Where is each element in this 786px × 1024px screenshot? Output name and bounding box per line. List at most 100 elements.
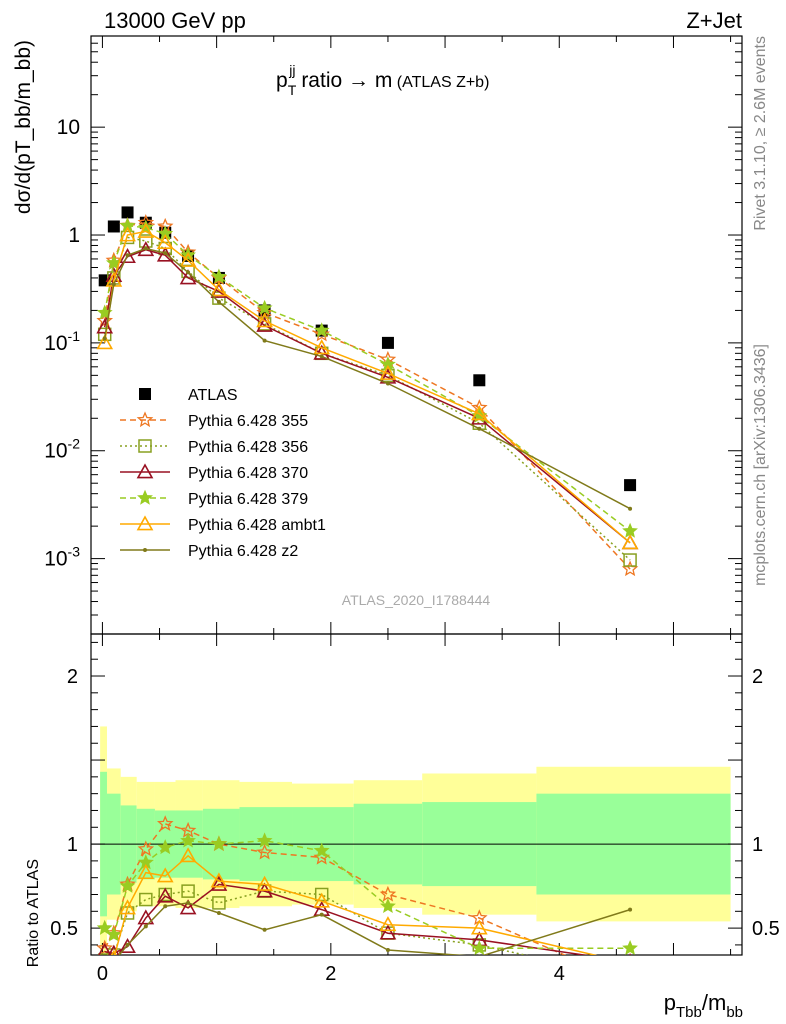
data-point — [216, 910, 221, 915]
data-point — [186, 900, 191, 905]
data-point — [478, 954, 481, 955]
data-point — [313, 322, 330, 338]
series-pythia-6-428-z2 — [102, 246, 633, 511]
data-point — [256, 316, 273, 332]
series-pythia-6-428-356 — [97, 230, 637, 567]
ratio-pythia-6-428-ambt1 — [110, 847, 631, 955]
legend-label: Pythia 6.428 379 — [188, 491, 308, 508]
series-pythia-6-428-ambt1 — [96, 222, 639, 550]
data-point — [628, 506, 633, 511]
data-point — [119, 877, 136, 893]
data-point — [138, 439, 152, 453]
data-point — [181, 884, 195, 898]
data-point — [179, 847, 197, 863]
data-point — [256, 299, 273, 315]
data-point — [125, 253, 130, 258]
data-point — [143, 924, 148, 929]
y-tick-label-right: 2 — [752, 666, 763, 688]
data-point — [108, 944, 120, 955]
data-point — [212, 896, 226, 910]
data-point — [262, 927, 267, 932]
ratio-line — [104, 839, 631, 950]
y-tick-label: 10-3 — [44, 544, 80, 571]
data-point — [380, 898, 396, 913]
data-point — [385, 381, 390, 386]
x-tick-label: 2 — [325, 963, 336, 985]
legend-label: Pythia 6.428 356 — [188, 439, 308, 456]
ratio-y-axis-label: Ratio to ATLAS — [25, 859, 42, 967]
data-point — [379, 364, 397, 380]
rivet-version-label: Rivet 3.1.10, ≥ 2.6M events — [752, 36, 769, 231]
source-label: mcplots.cern.ch [arXiv:1306.3436] — [752, 344, 769, 586]
data-point — [179, 899, 197, 915]
series-line — [103, 221, 631, 570]
legend-label: Pythia 6.428 z2 — [188, 543, 298, 560]
data-point — [137, 840, 155, 857]
data-point — [156, 246, 174, 262]
data-point — [96, 919, 113, 935]
data-point — [210, 872, 228, 888]
data-point — [211, 835, 227, 851]
data-point — [379, 916, 397, 932]
data-point — [97, 953, 112, 955]
data-point — [121, 206, 134, 219]
data-point — [256, 832, 273, 848]
data-point — [105, 926, 122, 942]
ratio-line — [104, 823, 567, 955]
legend-item: Pythia 6.428 356 — [120, 439, 308, 456]
data-point — [137, 864, 155, 880]
data-point — [107, 220, 120, 233]
y-tick-label: 2 — [67, 666, 78, 688]
data-point — [624, 973, 636, 985]
data-point — [139, 892, 153, 907]
data-point — [385, 947, 390, 952]
main-series-layer — [96, 206, 639, 577]
data-point — [136, 515, 154, 531]
series-line — [103, 247, 631, 510]
data-point — [98, 942, 112, 955]
data-point — [156, 867, 174, 883]
legend-item: Pythia 6.428 370 — [120, 463, 308, 482]
data-point — [623, 553, 637, 567]
data-point — [622, 522, 638, 538]
data-point — [163, 904, 168, 909]
data-point — [136, 411, 154, 428]
y-tick-label: 10 — [57, 116, 80, 139]
x-axis-label: pTbb/mbb — [664, 990, 743, 1021]
ratio-pythia-6-428-379 — [96, 832, 638, 955]
data-point — [137, 909, 155, 925]
data-point — [105, 254, 122, 270]
ratio-pythia-6-428-z2 — [112, 900, 633, 964]
series-pythia-6-428-370 — [96, 241, 639, 550]
x-tick-label: 0 — [97, 963, 108, 985]
data-point — [210, 281, 228, 297]
data-point — [157, 839, 174, 855]
y-tick-label: 10-2 — [44, 436, 80, 463]
data-point — [319, 354, 324, 359]
data-point — [96, 318, 114, 334]
y-tick-label: 1 — [67, 834, 78, 856]
data-point — [624, 479, 637, 492]
data-point — [262, 338, 267, 343]
data-point — [629, 953, 632, 955]
ratio-frame — [90, 633, 743, 956]
data-point — [621, 534, 639, 550]
legend-label: Pythia 6.428 370 — [188, 465, 308, 482]
data-point — [137, 489, 153, 505]
data-point — [180, 832, 196, 848]
data-point — [210, 875, 228, 891]
data-point — [256, 312, 273, 328]
data-point — [622, 940, 638, 955]
legend: ATLAS Pythia 6.428 355 Pythia 6.428 356 Pyt… — [120, 387, 326, 560]
data-point — [112, 960, 116, 964]
data-point — [179, 269, 197, 285]
data-point — [256, 304, 273, 320]
data-point — [96, 939, 113, 955]
data-point — [119, 248, 136, 264]
y-tick-label-right: 1 — [752, 834, 763, 856]
series-line — [103, 224, 631, 532]
legend-item: Pythia 6.428 355 — [120, 411, 308, 430]
ratio-line — [113, 854, 598, 955]
legend-item: Pythia 6.428 z2 — [120, 543, 298, 560]
